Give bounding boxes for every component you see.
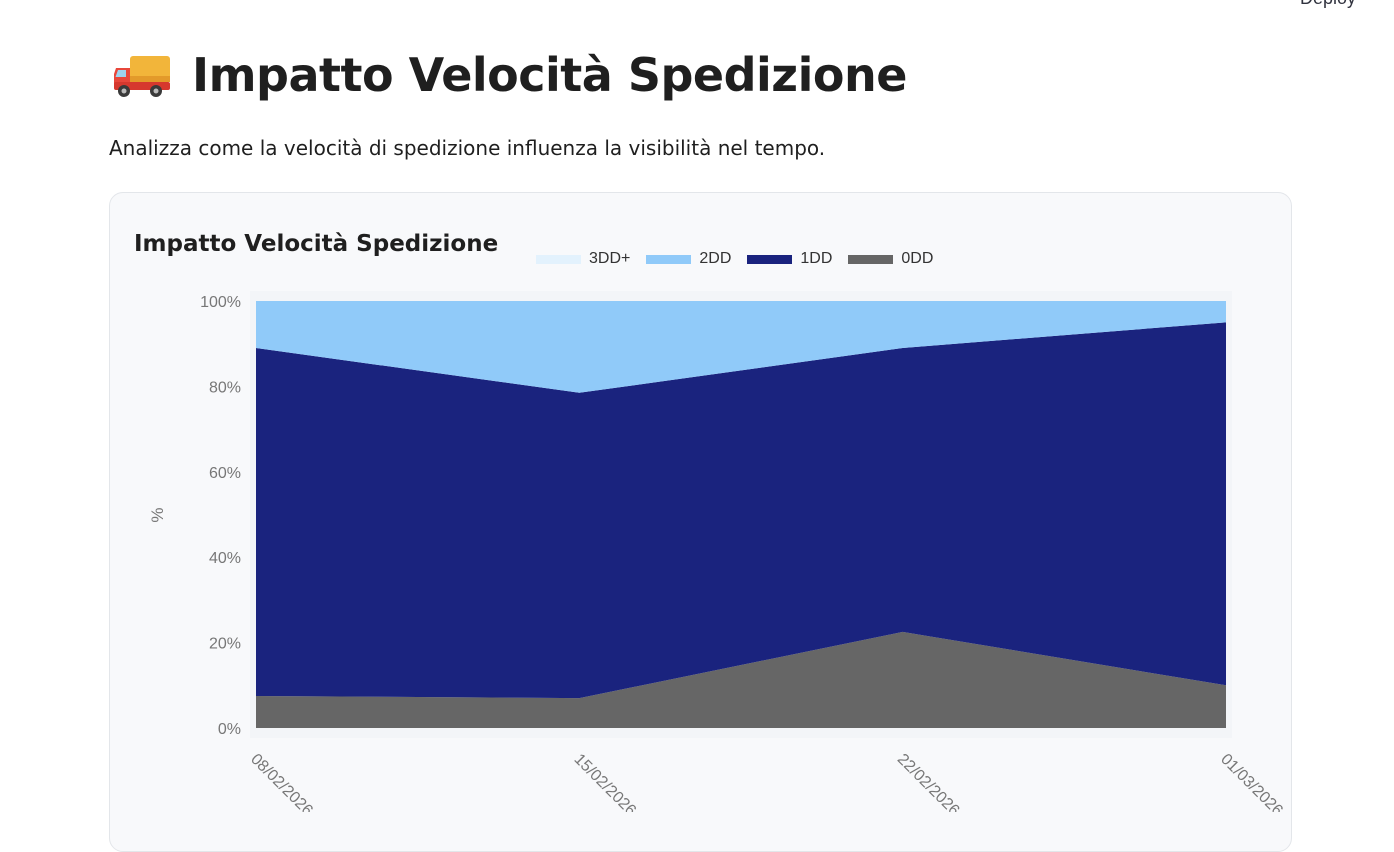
delivery-truck-icon [114, 56, 170, 97]
legend-swatch-1dd [747, 254, 793, 264]
y-tick-label: 20% [209, 636, 241, 653]
y-tick-label: 0% [218, 721, 241, 738]
legend-item-2dd[interactable]: 2DD [646, 250, 731, 268]
y-tick-label: 40% [209, 550, 241, 567]
x-tick-label: 08/02/2026 [247, 751, 316, 812]
legend-label-0dd: 0DD [901, 250, 934, 267]
chart-legend: 3DD+ 2DD 1DD 0DD [536, 250, 949, 268]
legend-swatch-0dd [848, 254, 894, 264]
x-tick-label: 15/02/2026 [571, 751, 640, 812]
legend-item-0dd[interactable]: 0DD [848, 250, 933, 268]
legend-label-1dd: 1DD [800, 250, 833, 267]
page-subtitle: Analizza come la velocità di spedizione … [109, 136, 826, 160]
x-tick-label: 22/02/2026 [894, 751, 963, 812]
y-tick-label: 60% [209, 465, 241, 482]
page-header: Impatto Velocità Spedizione [112, 40, 907, 110]
deploy-button[interactable]: Deploy [1300, 0, 1356, 9]
area-series-1dd [256, 322, 1226, 699]
area-series-0dd [256, 631, 1226, 728]
legend-label-2dd: 2DD [699, 250, 732, 267]
y-tick-label: 100% [200, 294, 241, 311]
legend-swatch-3dd [536, 254, 581, 264]
stacked-area-chart: 0% 20% 40% 60% 80% 100% 08/02/2026 15/02/2026 22… [148, 294, 1286, 812]
x-tick-label: 01/03/2026 [1217, 751, 1286, 812]
page-title: Impatto Velocità Spedizione [192, 48, 907, 102]
legend-item-3dd[interactable]: 3DD+ [536, 250, 630, 268]
legend-item-1dd[interactable]: 1DD [747, 250, 832, 268]
y-tick-label: 80% [209, 379, 241, 396]
legend-swatch-2dd [646, 254, 692, 264]
legend-label-3dd: 3DD+ [589, 250, 631, 267]
y-axis-label: % [148, 507, 167, 522]
chart-title: Impatto Velocità Spedizione [134, 231, 499, 257]
area-series-2dd [256, 301, 1226, 393]
